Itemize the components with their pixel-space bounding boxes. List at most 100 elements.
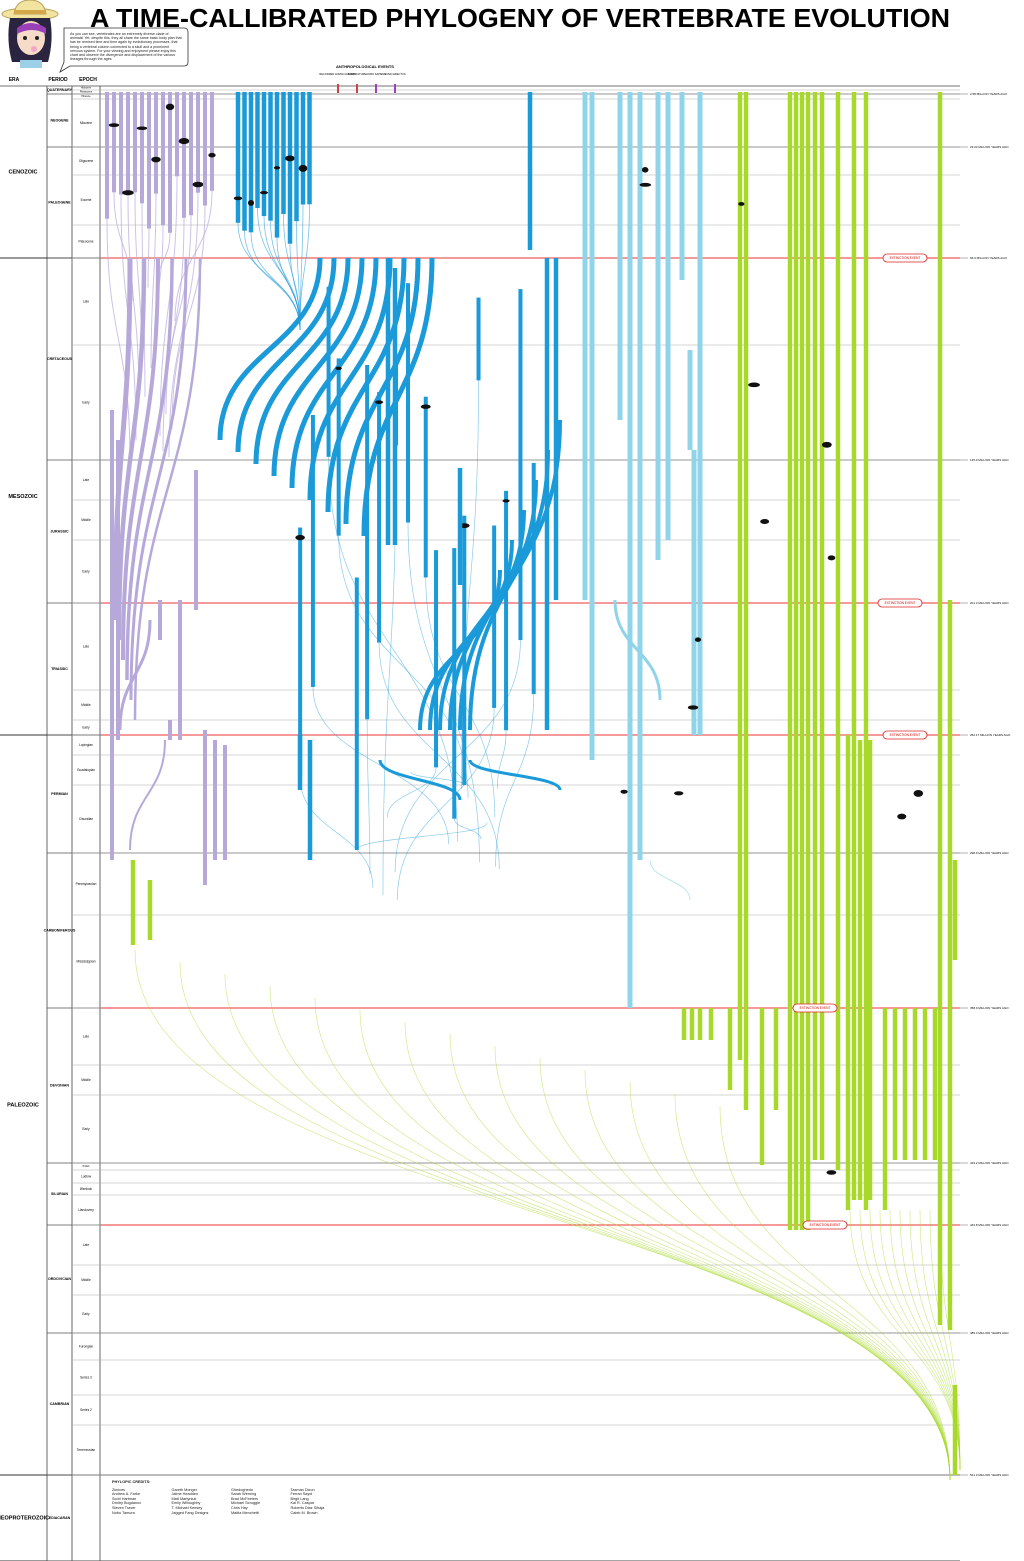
clade-bar — [213, 740, 217, 860]
silhouette — [641, 167, 649, 173]
clade-bar — [689, 1008, 695, 1040]
clade-branch — [150, 193, 157, 369]
anthro-event: HOMO ERECTUS — [384, 72, 405, 76]
epoch-label: Series 3 — [80, 1375, 92, 1379]
clade-bar — [203, 730, 207, 885]
clade-branch — [129, 257, 188, 701]
clade-bar — [655, 92, 661, 560]
clade-branch — [453, 818, 482, 840]
extinction-badge — [882, 253, 928, 263]
silhouette — [502, 499, 510, 503]
epoch-label: Oligocene — [79, 159, 94, 163]
credits-list: Zimices Andrew A. Farke Scott Hartman Dmitr… — [112, 1488, 342, 1516]
time-label: 2.58 MILLION YEARS AGO — [970, 92, 1008, 96]
credit-name: Steven Traver — [112, 1505, 136, 1510]
era-label: MESOZOIC — [8, 494, 37, 500]
clade-bar — [737, 92, 743, 1060]
speech-bubble — [59, 27, 189, 73]
credit-name: Ferran Sayol — [290, 1492, 313, 1497]
clade-bar — [377, 392, 382, 643]
clade-bar — [799, 92, 805, 1230]
epoch-label: Early — [82, 1312, 90, 1316]
clade-bar — [867, 740, 873, 1200]
time-label: 541.0 MILLION YEARS AGO — [970, 1473, 1009, 1477]
clade-bar — [743, 92, 749, 1110]
clade-branch — [584, 1069, 951, 1481]
clade-bar — [326, 286, 331, 457]
credit-name: Dmitry Bogdanov — [112, 1501, 142, 1506]
anthro-title: ANTHROPOLOGICAL EVENTS — [336, 64, 394, 69]
clade-branch — [235, 257, 337, 453]
clade-bar — [126, 92, 130, 196]
clade-bar — [392, 268, 398, 545]
period-label: ORDOVICIAN — [48, 1277, 71, 1281]
clade-branch — [165, 215, 192, 415]
credit-name: Emily Willoughby — [171, 1501, 201, 1506]
anthro-event: AGRICULTURE — [348, 72, 367, 76]
clade-branch — [134, 949, 951, 1481]
clade-bar — [851, 92, 857, 1200]
period-label: QUATERNARY — [47, 88, 73, 92]
clade-branch — [217, 257, 323, 441]
anthro-marker — [337, 84, 339, 93]
clade-bar — [932, 1008, 938, 1160]
silhouette — [178, 138, 190, 145]
time-label: 485.4 MILLION YEARS AGO — [970, 1331, 1009, 1335]
clade-bar — [952, 860, 958, 960]
clade-bar — [194, 470, 198, 610]
clade-branch — [497, 730, 507, 789]
clade-branch — [179, 961, 951, 1481]
clade-bar — [679, 92, 685, 280]
clade-bar — [681, 1008, 687, 1040]
clade-bar — [307, 92, 312, 205]
clade-bar — [812, 92, 818, 1160]
epoch-label: Late — [83, 1243, 89, 1247]
clade-bar — [589, 92, 595, 760]
period-label: TRIASSIC — [51, 667, 68, 671]
clade-branch — [112, 257, 133, 621]
clade-bar — [255, 92, 260, 209]
clade-bar — [147, 92, 151, 229]
period-label: CARBONIFEROUS — [44, 928, 76, 932]
clade-branch — [171, 205, 206, 429]
clade-branch — [649, 859, 691, 901]
clade-bar — [423, 396, 428, 578]
clade-bar — [665, 92, 671, 540]
clade-branch — [909, 1209, 961, 1471]
clade-bar — [553, 258, 559, 600]
extinction-label: EXTINCTION EVENT — [890, 256, 921, 260]
clade-bar — [203, 92, 207, 206]
credit-name: Mattia Menchetti — [231, 1510, 259, 1515]
period-label: NEOGENE — [51, 118, 70, 122]
credit-name: Kai R. Caspar — [290, 1501, 315, 1506]
period-label: CRETACEOUS — [47, 357, 72, 361]
clade-bar — [294, 92, 299, 222]
silhouette — [897, 813, 907, 820]
clade-bar — [434, 550, 439, 768]
clade-branch — [125, 257, 174, 681]
period-label: SILURIAN — [51, 1192, 68, 1196]
epoch-label: Furongian — [79, 1344, 94, 1348]
clade-branch — [118, 619, 152, 731]
clade-bar — [182, 92, 186, 218]
speech-text: As you can see, vertebrates are an extre… — [70, 32, 182, 62]
clade-bar — [922, 1008, 928, 1160]
clade-bar — [544, 258, 550, 730]
silhouette — [192, 181, 204, 188]
clade-bar — [168, 720, 172, 740]
silhouette — [687, 705, 699, 710]
clade-branch — [121, 257, 160, 661]
epoch-label: Series 2 — [80, 1408, 92, 1412]
clade-branch — [289, 257, 379, 489]
clade-bar — [759, 1008, 765, 1165]
credits: PHYLOPIC CREDITS: Zimices Andrew A. Farke… — [112, 1480, 342, 1550]
silhouette — [826, 1170, 837, 1175]
credit-name: Michael Scroggie — [231, 1501, 261, 1506]
credit-name: Tasman Dixon — [290, 1487, 315, 1492]
anthro-marker — [356, 84, 358, 93]
period-label: PALEOGENE — [48, 200, 71, 204]
clade-branch — [495, 694, 535, 867]
extinction-label: EXTINCTION EVENT — [810, 1223, 841, 1227]
epoch-label: Pennsylvanian — [76, 882, 97, 886]
clade-branch — [271, 257, 365, 477]
